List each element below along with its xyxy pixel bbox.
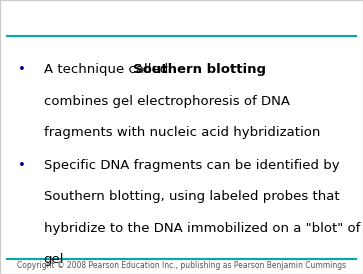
Text: Specific DNA fragments can be identified by: Specific DNA fragments can be identified… [44, 159, 339, 172]
Text: hybridize to the DNA immobilized on a "blot" of: hybridize to the DNA immobilized on a "b… [44, 222, 360, 235]
Text: Copyright © 2008 Pearson Education Inc., publishing as Pearson Benjamin Cummings: Copyright © 2008 Pearson Education Inc.,… [17, 261, 346, 270]
Text: •: • [18, 159, 26, 172]
Text: fragments with nucleic acid hybridization: fragments with nucleic acid hybridizatio… [44, 126, 320, 139]
Text: Southern blotting, using labeled probes that: Southern blotting, using labeled probes … [44, 190, 339, 203]
Text: •: • [18, 63, 26, 76]
Text: Southern blotting: Southern blotting [133, 63, 266, 76]
Text: combines gel electrophoresis of DNA: combines gel electrophoresis of DNA [44, 95, 290, 107]
Text: gel: gel [44, 253, 64, 266]
Text: A technique called: A technique called [44, 63, 172, 76]
